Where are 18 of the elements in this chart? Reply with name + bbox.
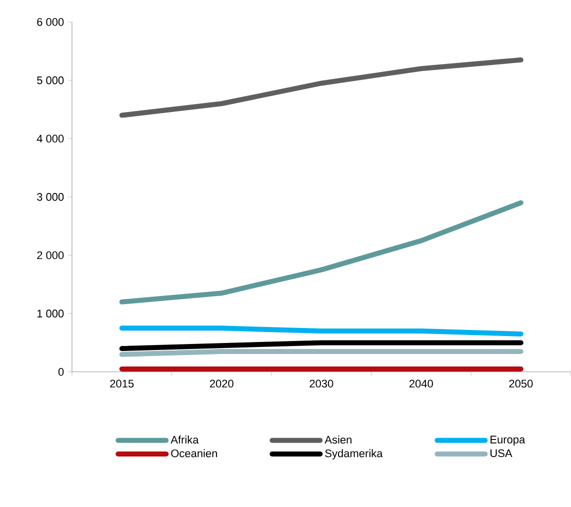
y-tick-label: 4 000 xyxy=(36,134,64,143)
y-tick-label: 6 000 xyxy=(37,18,64,26)
y-tick-label: 3 000 xyxy=(37,193,64,201)
x-tick-label: 2050 xyxy=(509,380,533,388)
legend-label: Afrika xyxy=(170,436,199,444)
x-tick-label: 2020 xyxy=(210,380,234,388)
legend-label: Sydamerika xyxy=(325,449,383,460)
x-tick-label: 2040 xyxy=(409,380,433,388)
legend-label: Oceanien xyxy=(171,449,217,458)
y-tick-label: 1 000 xyxy=(37,310,64,318)
y-tick-label: 0 xyxy=(58,368,64,376)
y-tick-label: 2 000 xyxy=(37,251,64,260)
legend-label: Asien xyxy=(324,436,352,444)
x-tick-label: 2030 xyxy=(310,380,334,388)
legend-label: USA xyxy=(490,449,512,458)
y-tick-label: 5 000 xyxy=(37,76,64,84)
x-tick-label: 2015 xyxy=(110,380,134,388)
legend-label: Europa xyxy=(490,436,526,446)
